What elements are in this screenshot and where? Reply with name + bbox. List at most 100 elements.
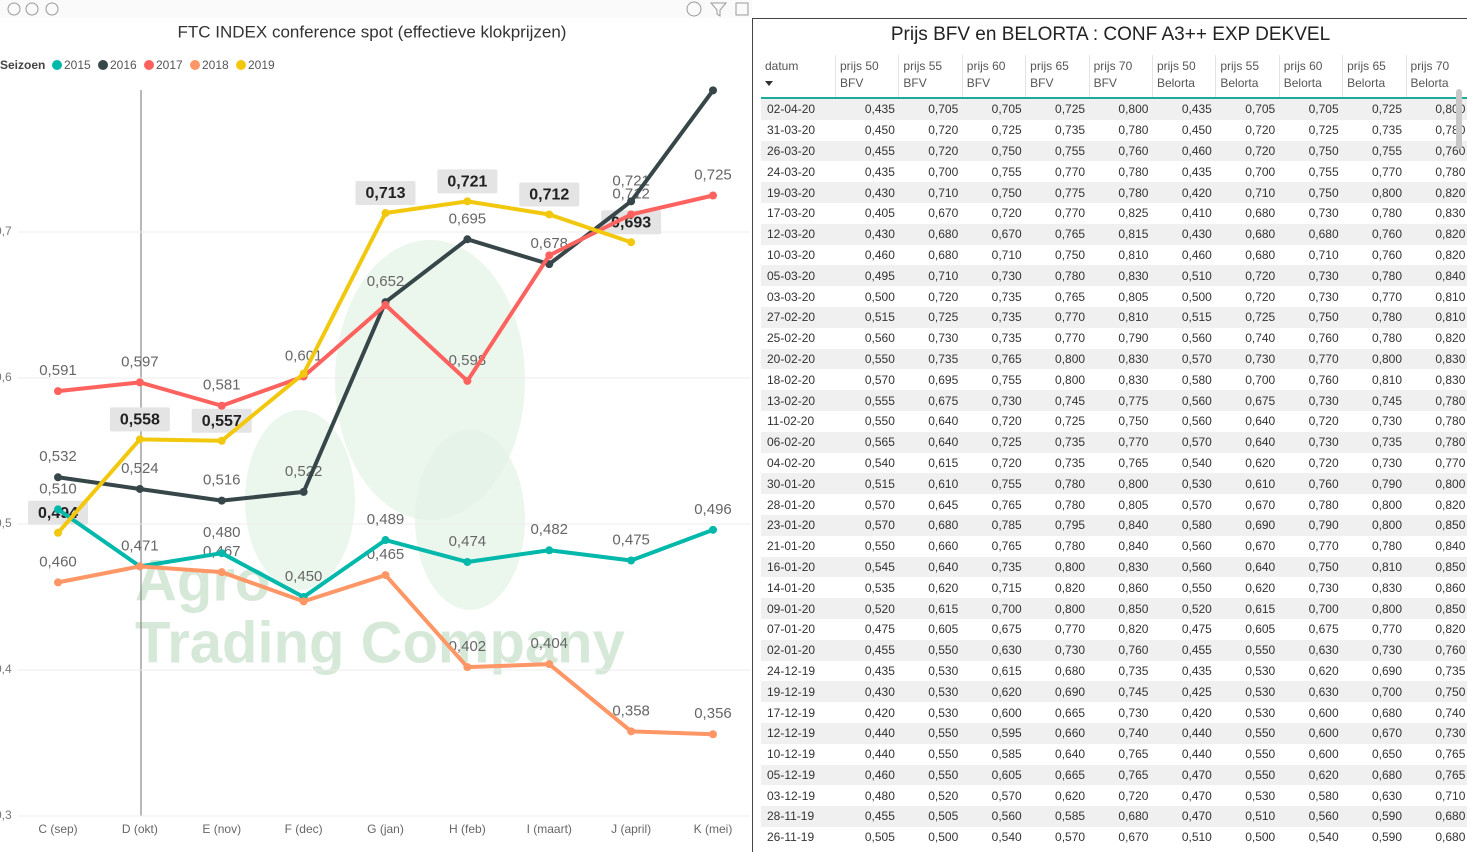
table-cell: 0,540 (1308, 830, 1339, 845)
table-cell: 0,495 (835, 265, 899, 287)
column-header: prijs 55 BFV (898, 55, 963, 99)
table-cell: 0,820 (1118, 622, 1149, 637)
table-cell: 0,640 (928, 414, 959, 429)
table-cell: 0,735 (898, 348, 963, 370)
table-cell: 0,770 (1371, 289, 1403, 304)
table-cell: 0,750 (1406, 681, 1467, 703)
table-cell: 0,720 (991, 206, 1022, 221)
table-cell: 0,730 (1215, 348, 1280, 370)
table-cell: 11-02-20 (767, 414, 815, 429)
table-cell: 0,600 (1308, 747, 1339, 762)
data-point (299, 369, 308, 378)
table-cell: 0,450 (1181, 123, 1212, 138)
table-cell: 0,720 (1308, 414, 1339, 429)
table-cell: 0,410 (1181, 206, 1212, 221)
table-cell: 0,455 (835, 140, 899, 162)
table-cell: 0,585 (1025, 806, 1090, 827)
data-label: 0,510 (39, 480, 77, 497)
table-cell: 0,560 (1181, 331, 1212, 346)
table-cell: 0,770 (1371, 164, 1403, 179)
table-cell: 0,530 (898, 681, 963, 703)
table-cell: 05-12-19 (761, 764, 836, 786)
table-cell: 13-02-20 (761, 390, 836, 411)
data-label: 0,712 (529, 187, 569, 204)
table-cell: 0,460 (864, 247, 895, 262)
data-label: 0,474 (449, 533, 487, 550)
table-cell: 0,710 (991, 247, 1022, 262)
table-cell: 05-03-20 (761, 265, 836, 287)
table-cell: 0,730 (1308, 289, 1339, 304)
table-cell: 0,800 (1025, 348, 1090, 370)
legend-label: 2018 (202, 58, 229, 72)
data-label: 0,482 (530, 521, 568, 538)
data-point (135, 435, 144, 444)
table-row: 02-01-20 0,455 0,550 0,630 0,730 0,760 0,455 0,… (761, 639, 1467, 661)
table-cell: 0,630 (1279, 681, 1343, 703)
legend-marker (190, 60, 200, 70)
table-cell: 24-12-19 (767, 663, 816, 678)
table-cell: 0,715 (991, 580, 1022, 595)
table-cell: 0,770 (1435, 455, 1466, 470)
table-cell: 0,780 (1308, 497, 1339, 512)
table-cell: 0,860 (1118, 580, 1149, 595)
data-labels: 0,510 0,471 0,480 0,450 0,489 0,474 0,482 0,475… (28, 166, 732, 722)
table-cell: 0,675 (991, 622, 1022, 637)
table-cell: 0,640 (1055, 747, 1086, 762)
legend-marker (144, 60, 154, 70)
table-cell: 0,730 (1371, 414, 1403, 429)
data-label: 0,591 (39, 362, 77, 379)
table-cell: 0,545 (835, 556, 899, 578)
table-cell: 0,610 (1215, 473, 1280, 495)
table-cell: 0,850 (1406, 598, 1467, 619)
table-cell: 0,710 (1435, 788, 1466, 803)
table-cell: 0,820 (1435, 497, 1466, 512)
data-point (627, 197, 636, 206)
data-point (217, 496, 226, 505)
table-cell: 0,770 (1055, 331, 1086, 346)
table-cell: 0,780 (1435, 164, 1466, 179)
data-point (627, 210, 636, 219)
table-row: 19-12-19 0,430 0,530 0,620 0,690 0,745 0,425 0,… (761, 681, 1467, 703)
table-cell: 0,520 (928, 788, 959, 803)
table-cell: 0,720 (1308, 455, 1339, 470)
table-cell: 0,550 (1215, 764, 1280, 786)
table-cell: 0,435 (864, 164, 895, 179)
table-cell: 0,730 (1279, 265, 1343, 287)
table-cell: 0,755 (962, 473, 1026, 495)
table-cell: 30-01-20 (761, 473, 836, 495)
table-cell: 0,820 (1435, 622, 1466, 637)
table-cell: 0,840 (1435, 539, 1466, 554)
table-cell: 0,725 (898, 306, 963, 328)
table-cell: 0,800 (1025, 556, 1090, 578)
sort-arrow[interactable] (765, 81, 773, 86)
data-label: 0,480 (203, 524, 241, 541)
table-cell: 0,500 (928, 830, 959, 845)
data-label: 0,652 (367, 273, 405, 290)
table-cell: 0,740 (1089, 722, 1153, 744)
table-cell: 0,600 (1308, 705, 1339, 720)
table-cell: 0,725 (1342, 98, 1407, 120)
data-point (545, 660, 554, 669)
data-label-box (355, 181, 416, 206)
table-row: 07-01-20 0,475 0,605 0,675 0,770 0,820 0,475 0,… (761, 619, 1467, 640)
table-cell: 0,590 (1342, 806, 1407, 827)
table-cell: 0,710 (898, 265, 963, 287)
data-label: 0,475 (612, 531, 650, 548)
table-cell: 0,725 (1215, 306, 1280, 328)
table-row: 03-03-20 0,500 0,720 0,735 0,765 0,805 0,500 0,… (761, 286, 1467, 307)
table-cell: 0,800 (1342, 598, 1407, 619)
table-cell: 0,745 (1025, 390, 1090, 411)
table-cell: 0,515 (1152, 306, 1216, 328)
table-cell: 0,765 (991, 497, 1022, 512)
table-cell: 0,690 (1215, 514, 1280, 536)
table-cell: 0,830 (1435, 206, 1466, 221)
data-point (381, 571, 390, 580)
x-tick-label: J (april) (611, 822, 651, 836)
table-title: Prijs BFV en BELORTA : CONF A3++ EXP DEK… (890, 24, 1331, 45)
table-cell: 0,615 (898, 598, 963, 619)
table-cell: 0,725 (1055, 414, 1086, 429)
table: datum prijs 50 BFV prijs 55 BFV prijs 60 BF… (761, 55, 1467, 848)
table-cell: 0,560 (1181, 539, 1212, 554)
table-cell: 0,530 (1245, 663, 1276, 678)
